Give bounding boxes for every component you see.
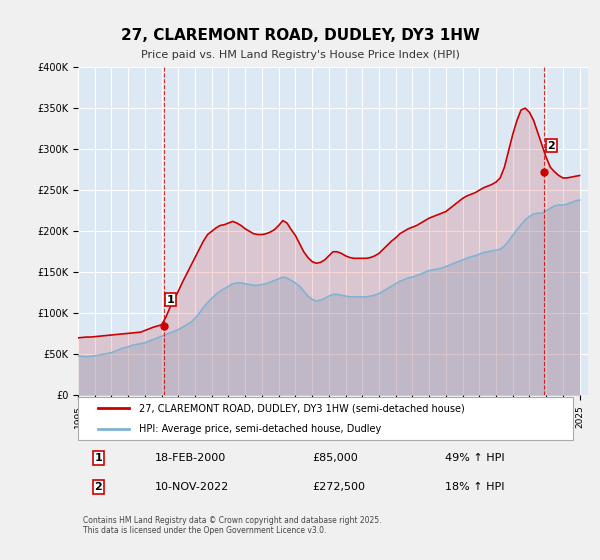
Text: Price paid vs. HM Land Registry's House Price Index (HPI): Price paid vs. HM Land Registry's House … bbox=[140, 50, 460, 60]
Text: 2: 2 bbox=[547, 141, 555, 151]
Text: 27, CLAREMONT ROAD, DUDLEY, DY3 1HW (semi-detached house): 27, CLAREMONT ROAD, DUDLEY, DY3 1HW (sem… bbox=[139, 403, 465, 413]
Text: 18-FEB-2000: 18-FEB-2000 bbox=[155, 453, 226, 463]
Text: Contains HM Land Registry data © Crown copyright and database right 2025.
This d: Contains HM Land Registry data © Crown c… bbox=[83, 516, 382, 535]
FancyBboxPatch shape bbox=[78, 397, 573, 440]
Text: 2: 2 bbox=[95, 482, 102, 492]
Text: 10-NOV-2022: 10-NOV-2022 bbox=[155, 482, 229, 492]
Text: £85,000: £85,000 bbox=[313, 453, 358, 463]
Text: 1: 1 bbox=[95, 453, 102, 463]
Text: 1: 1 bbox=[167, 295, 175, 305]
Text: 27, CLAREMONT ROAD, DUDLEY, DY3 1HW: 27, CLAREMONT ROAD, DUDLEY, DY3 1HW bbox=[121, 28, 479, 43]
Text: 49% ↑ HPI: 49% ↑ HPI bbox=[445, 453, 505, 463]
Text: 18% ↑ HPI: 18% ↑ HPI bbox=[445, 482, 505, 492]
Text: £272,500: £272,500 bbox=[313, 482, 365, 492]
Text: HPI: Average price, semi-detached house, Dudley: HPI: Average price, semi-detached house,… bbox=[139, 424, 382, 434]
